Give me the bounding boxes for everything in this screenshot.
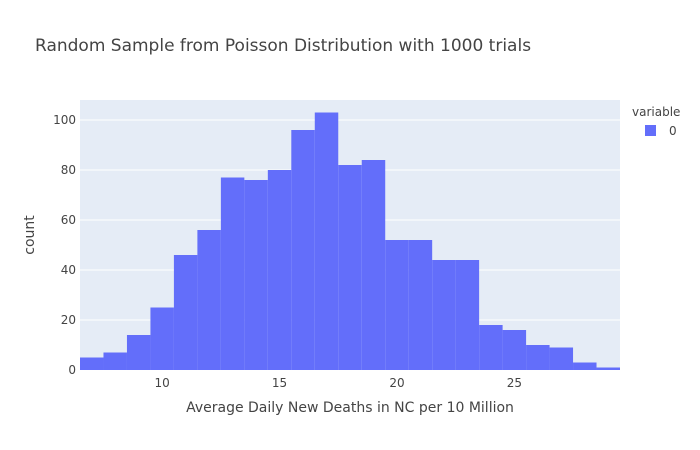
histogram-bar[interactable] xyxy=(291,130,315,370)
histogram-bar[interactable] xyxy=(80,357,104,371)
histogram-bar[interactable] xyxy=(126,335,151,370)
y-axis-ticks: 0 20 40 60 80 100 xyxy=(53,113,76,377)
y-tick-label: 60 xyxy=(61,213,76,227)
histogram-bar[interactable] xyxy=(526,345,550,370)
legend-swatch[interactable] xyxy=(645,125,656,136)
histogram-bar[interactable] xyxy=(361,160,386,370)
chart-title: Random Sample from Poisson Distribution … xyxy=(35,36,531,56)
histogram-bar[interactable] xyxy=(244,180,268,370)
histogram-bar[interactable] xyxy=(549,347,574,371)
y-tick-label: 20 xyxy=(61,313,76,327)
histogram-bar[interactable] xyxy=(596,367,620,371)
histogram-bar[interactable] xyxy=(573,362,597,371)
histogram-bar[interactable] xyxy=(502,330,527,370)
histogram-bars xyxy=(80,112,620,371)
histogram-bar[interactable] xyxy=(150,307,174,371)
legend[interactable]: variable 0 xyxy=(632,105,680,138)
histogram-bar[interactable] xyxy=(103,352,127,371)
x-axis-ticks: 10 15 20 25 xyxy=(155,376,522,390)
x-tick-label: 25 xyxy=(507,376,522,390)
legend-label[interactable]: 0 xyxy=(669,124,677,138)
histogram-bar[interactable] xyxy=(173,255,198,370)
histogram-bar[interactable] xyxy=(432,260,456,370)
histogram-bar[interactable] xyxy=(267,170,292,370)
x-tick-label: 20 xyxy=(389,376,404,390)
legend-title: variable xyxy=(632,105,680,119)
y-tick-label: 100 xyxy=(53,113,76,127)
y-tick-label: 0 xyxy=(68,363,76,377)
x-axis-title: Average Daily New Deaths in NC per 10 Mi… xyxy=(186,400,514,416)
histogram-bar[interactable] xyxy=(220,177,245,371)
histogram-bar[interactable] xyxy=(197,230,221,370)
y-tick-label: 40 xyxy=(61,263,76,277)
y-axis-title: count xyxy=(22,215,38,255)
histogram-bar[interactable] xyxy=(385,240,409,370)
x-tick-label: 10 xyxy=(155,376,170,390)
histogram-bar[interactable] xyxy=(455,260,480,370)
histogram-bar[interactable] xyxy=(479,325,503,370)
histogram-bar[interactable] xyxy=(338,165,362,370)
histogram-bar[interactable] xyxy=(314,112,339,371)
y-tick-label: 80 xyxy=(61,163,76,177)
x-tick-label: 15 xyxy=(272,376,287,390)
histogram-bar[interactable] xyxy=(408,240,433,370)
